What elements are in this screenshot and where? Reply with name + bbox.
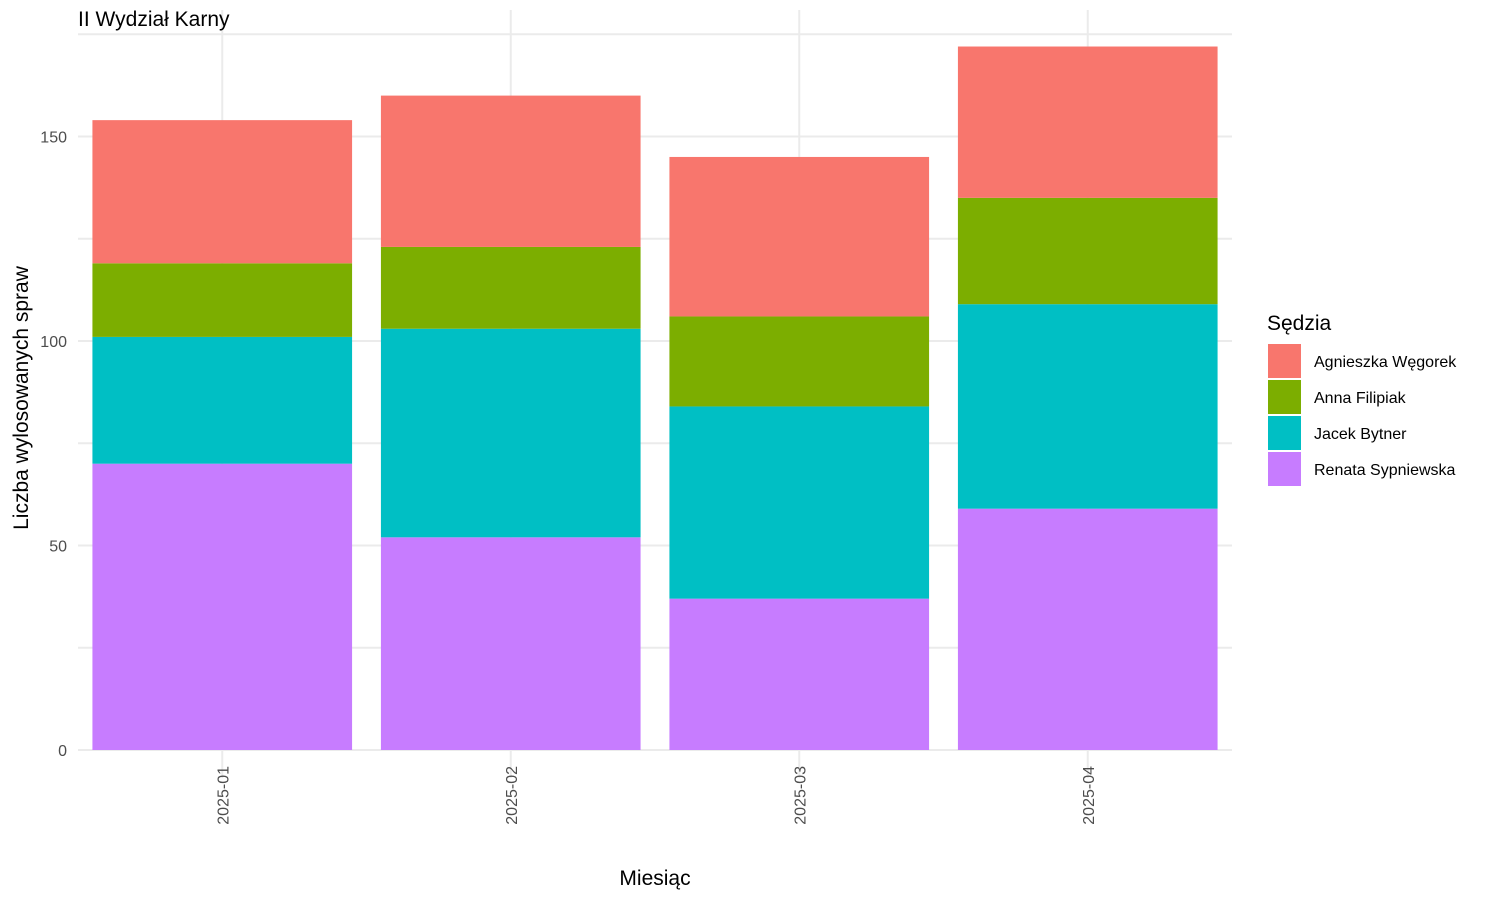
bar-segment bbox=[92, 463, 353, 750]
y-tick-label: 150 bbox=[40, 130, 67, 147]
y-tick-label: 0 bbox=[58, 743, 67, 760]
y-tick-label: 100 bbox=[40, 334, 67, 351]
x-tick-label: 2025-01 bbox=[215, 766, 232, 825]
legend-label: Renata Sypniewska bbox=[1314, 462, 1456, 479]
bar-segment bbox=[957, 46, 1218, 198]
bar-segment bbox=[669, 316, 930, 407]
legend-key bbox=[1268, 416, 1301, 450]
bar-segment bbox=[92, 120, 353, 264]
x-tick-label: 2025-03 bbox=[792, 766, 809, 825]
chart-title: II Wydział Karny bbox=[78, 8, 230, 31]
legend-title: Sędzia bbox=[1267, 312, 1332, 335]
bar-segment bbox=[669, 598, 930, 750]
legend-label: Anna Filipiak bbox=[1314, 390, 1407, 407]
legend-label: Agnieszka Węgorek bbox=[1314, 354, 1457, 371]
bar-segment bbox=[957, 508, 1218, 750]
bar-segment bbox=[380, 537, 641, 750]
x-tick-label: 2025-04 bbox=[1081, 766, 1098, 825]
legend-key bbox=[1268, 344, 1301, 378]
legend: Sędzia Agnieszka Węgorek Anna Filipiak Jac… bbox=[1267, 312, 1457, 486]
bar-segment bbox=[380, 95, 641, 247]
y-axis-ticks: 0 50 100 150 bbox=[40, 130, 67, 761]
legend-label: Jacek Bytner bbox=[1314, 426, 1407, 443]
legend-key bbox=[1268, 380, 1301, 414]
bar-segment bbox=[957, 197, 1218, 305]
bar-segment bbox=[92, 336, 353, 464]
legend-key bbox=[1268, 452, 1301, 486]
bar-segment bbox=[380, 328, 641, 538]
y-axis-title: Liczba wylosowanych spraw bbox=[10, 265, 33, 530]
bar-segment bbox=[957, 304, 1218, 509]
y-tick-label: 50 bbox=[49, 539, 67, 556]
bar-segment bbox=[669, 156, 930, 317]
x-axis-title: Miesiąc bbox=[619, 867, 690, 890]
bar-segment bbox=[669, 406, 930, 599]
bar-segment bbox=[92, 263, 353, 337]
x-axis-ticks: 2025-01 2025-02 2025-03 2025-04 bbox=[215, 766, 1098, 825]
x-tick-label: 2025-02 bbox=[504, 766, 521, 825]
bar-segment bbox=[380, 246, 641, 329]
bars bbox=[92, 46, 1218, 750]
